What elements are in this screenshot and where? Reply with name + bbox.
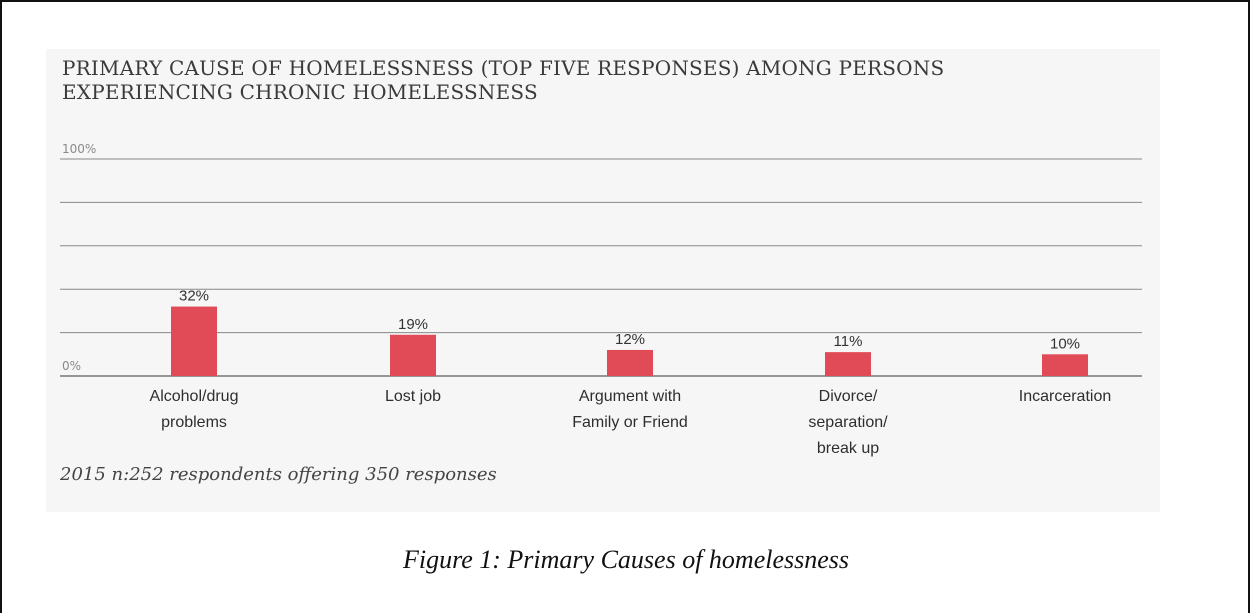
data-label: 32% xyxy=(179,288,209,305)
x-tick-label: Incarceration xyxy=(1019,388,1112,405)
x-tick-label: Family or Friend xyxy=(572,414,688,431)
chart-title: PRIMARY CAUSE OF HOMELESSNESS (TOP FIVE … xyxy=(62,56,945,104)
bar xyxy=(171,306,217,376)
x-tick-label: problems xyxy=(161,414,227,431)
bar xyxy=(825,352,871,376)
sample-size-note: 2015 n:252 respondents offering 350 resp… xyxy=(60,464,497,485)
y-tick-label: 100% xyxy=(62,142,96,156)
x-tick-label: Argument with xyxy=(579,388,681,405)
bar xyxy=(607,349,653,376)
data-label: 12% xyxy=(615,331,645,348)
chart-panel: PRIMARY CAUSE OF HOMELESSNESS (TOP FIVE … xyxy=(46,49,1160,512)
x-tick-label: Divorce/ xyxy=(819,388,878,405)
bar xyxy=(1042,354,1088,376)
x-tick-label: break up xyxy=(817,440,879,457)
bar-chart: 0% 100% 32% Alcohol/drug problems 19% Lost job… xyxy=(60,142,1142,457)
bar xyxy=(390,334,436,376)
y-tick-label: 0% xyxy=(62,359,81,373)
x-tick-label: Alcohol/drug xyxy=(150,388,239,405)
x-tick-label: Lost job xyxy=(385,388,441,405)
x-tick-label: separation/ xyxy=(808,414,888,431)
data-label: 19% xyxy=(398,316,428,333)
data-label: 11% xyxy=(834,333,863,350)
data-label: 10% xyxy=(1050,335,1080,352)
figure-caption: Figure 1: Primary Causes of homelessness xyxy=(402,545,850,574)
